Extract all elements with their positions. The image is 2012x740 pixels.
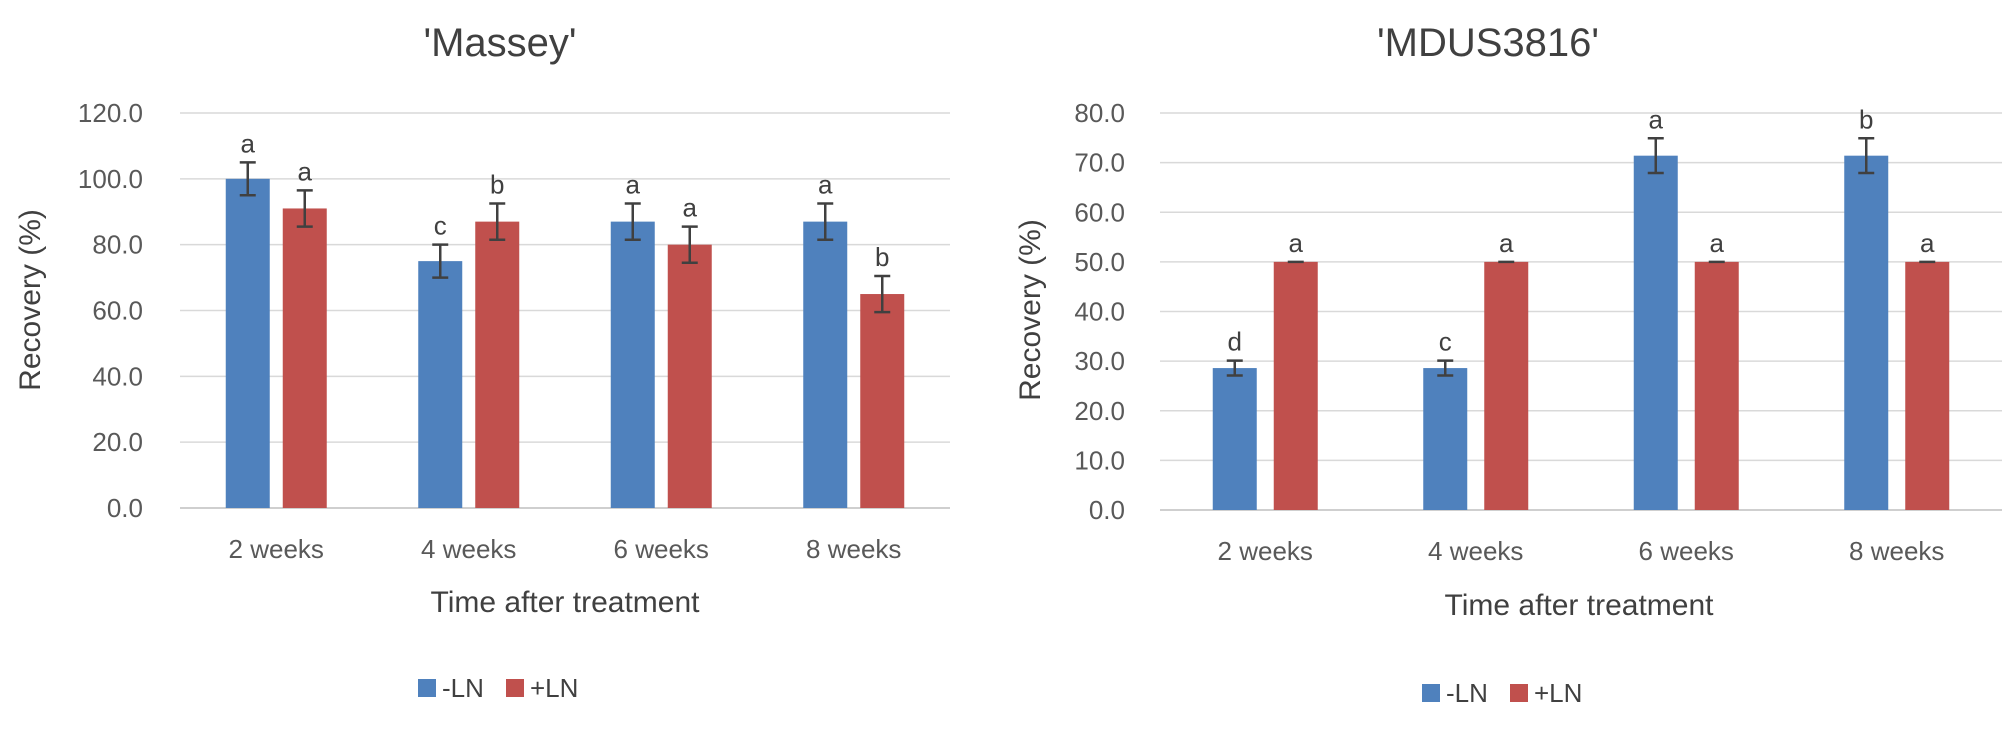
chart2-bar-minus-ln bbox=[1212, 368, 1257, 510]
chart2-y-tick-label: 0.0 bbox=[1089, 495, 1125, 525]
chart2-bar-plus-ln bbox=[1484, 261, 1529, 510]
chart1-legend-label-minus-ln: -LN bbox=[442, 673, 484, 703]
chart2-significance-letter: c bbox=[1439, 327, 1452, 357]
chart1-significance-letter: a bbox=[241, 128, 256, 158]
chart1-y-tick-label: 40.0 bbox=[92, 361, 143, 391]
chart2-x-tick-label: 8 weeks bbox=[1849, 536, 1944, 566]
chart2-bar-plus-ln bbox=[1273, 261, 1318, 510]
chart2-x-axis-title: Time after treatment bbox=[1445, 589, 1715, 622]
chart2-bar-minus-ln bbox=[1423, 368, 1468, 510]
chart2-y-tick-label: 50.0 bbox=[1074, 247, 1125, 277]
chart1-y-tick-label: 80.0 bbox=[92, 230, 143, 260]
chart1-y-tick-label: 0.0 bbox=[107, 493, 143, 523]
chart2-significance-letter: a bbox=[1289, 228, 1304, 258]
chart2-y-tick-label: 80.0 bbox=[1074, 98, 1125, 128]
chart2-bar-plus-ln bbox=[1694, 261, 1739, 510]
chart1-x-tick-label: 8 weeks bbox=[806, 534, 901, 564]
chart1-legend-swatch-minus-ln bbox=[418, 679, 436, 697]
chart2-y-tick-label: 60.0 bbox=[1074, 197, 1125, 227]
chart1-bar-plus-ln bbox=[667, 244, 712, 508]
chart2-x-tick-label: 4 weeks bbox=[1428, 536, 1523, 566]
chart2-significance-letter: a bbox=[1920, 228, 1935, 258]
chart2-y-tick-label: 30.0 bbox=[1074, 346, 1125, 376]
chart1-x-tick-label: 4 weeks bbox=[421, 534, 516, 564]
chart2-y-tick-label: 20.0 bbox=[1074, 396, 1125, 426]
chart2-significance-letter: b bbox=[1859, 104, 1873, 134]
chart1-significance-letter: a bbox=[683, 193, 698, 223]
chart1-legend-label-plus-ln: +LN bbox=[530, 673, 578, 703]
chart1-bar-plus-ln bbox=[860, 294, 905, 508]
chart1-y-tick-label: 60.0 bbox=[92, 296, 143, 326]
chart1-significance-letter: a bbox=[818, 170, 833, 200]
chart1-legend-swatch-plus-ln bbox=[506, 679, 524, 697]
chart2-bar-minus-ln bbox=[1844, 155, 1889, 511]
chart2-bar-minus-ln bbox=[1633, 155, 1678, 511]
chart2-title: 'MDUS3816' bbox=[1377, 21, 1599, 65]
chart2-legend-swatch-minus-ln bbox=[1422, 684, 1440, 702]
chart2-significance-letter: d bbox=[1228, 327, 1242, 357]
chart2-y-tick-label: 10.0 bbox=[1074, 445, 1125, 475]
chart1-significance-letter: b bbox=[490, 170, 504, 200]
chart1-x-tick-label: 2 weeks bbox=[229, 534, 324, 564]
chart1-significance-letter: b bbox=[875, 242, 889, 272]
chart2-x-tick-label: 2 weeks bbox=[1218, 536, 1313, 566]
chart2-legend-label-plus-ln: +LN bbox=[1534, 678, 1582, 708]
chart1-significance-letter: a bbox=[626, 170, 641, 200]
chart2-y-tick-label: 40.0 bbox=[1074, 297, 1125, 327]
chart2-significance-letter: a bbox=[1710, 228, 1725, 258]
chart1-y-tick-label: 100.0 bbox=[78, 164, 143, 194]
chart1-bar-minus-ln bbox=[418, 261, 463, 508]
chart1-bar-plus-ln bbox=[282, 208, 327, 509]
chart1-y-tick-label: 120.0 bbox=[78, 98, 143, 128]
chart2-legend-swatch-plus-ln bbox=[1510, 684, 1528, 702]
chart1-y-tick-label: 20.0 bbox=[92, 427, 143, 457]
chart2-significance-letter: a bbox=[1499, 228, 1514, 258]
chart2-y-axis-title: Recovery (%) bbox=[1014, 219, 1047, 401]
chart2-y-tick-label: 70.0 bbox=[1074, 148, 1125, 178]
chart1-significance-letter: c bbox=[434, 211, 447, 241]
chart1-x-tick-label: 6 weeks bbox=[614, 534, 709, 564]
chart1-x-axis-title: Time after treatment bbox=[431, 586, 701, 619]
chart1-bar-minus-ln bbox=[225, 178, 270, 509]
chart1-title: 'Massey' bbox=[423, 21, 576, 65]
chart2-bar-plus-ln bbox=[1905, 261, 1950, 510]
chart1-bar-plus-ln bbox=[475, 221, 520, 508]
chart1-y-axis-title: Recovery (%) bbox=[14, 209, 47, 391]
chart1-significance-letter: a bbox=[298, 156, 313, 186]
chart2-legend-label-minus-ln: -LN bbox=[1446, 678, 1488, 708]
chart2-x-tick-label: 6 weeks bbox=[1639, 536, 1734, 566]
chart1-bar-minus-ln bbox=[610, 221, 655, 508]
chart2-significance-letter: a bbox=[1649, 104, 1664, 134]
chart1-bar-minus-ln bbox=[803, 221, 848, 508]
